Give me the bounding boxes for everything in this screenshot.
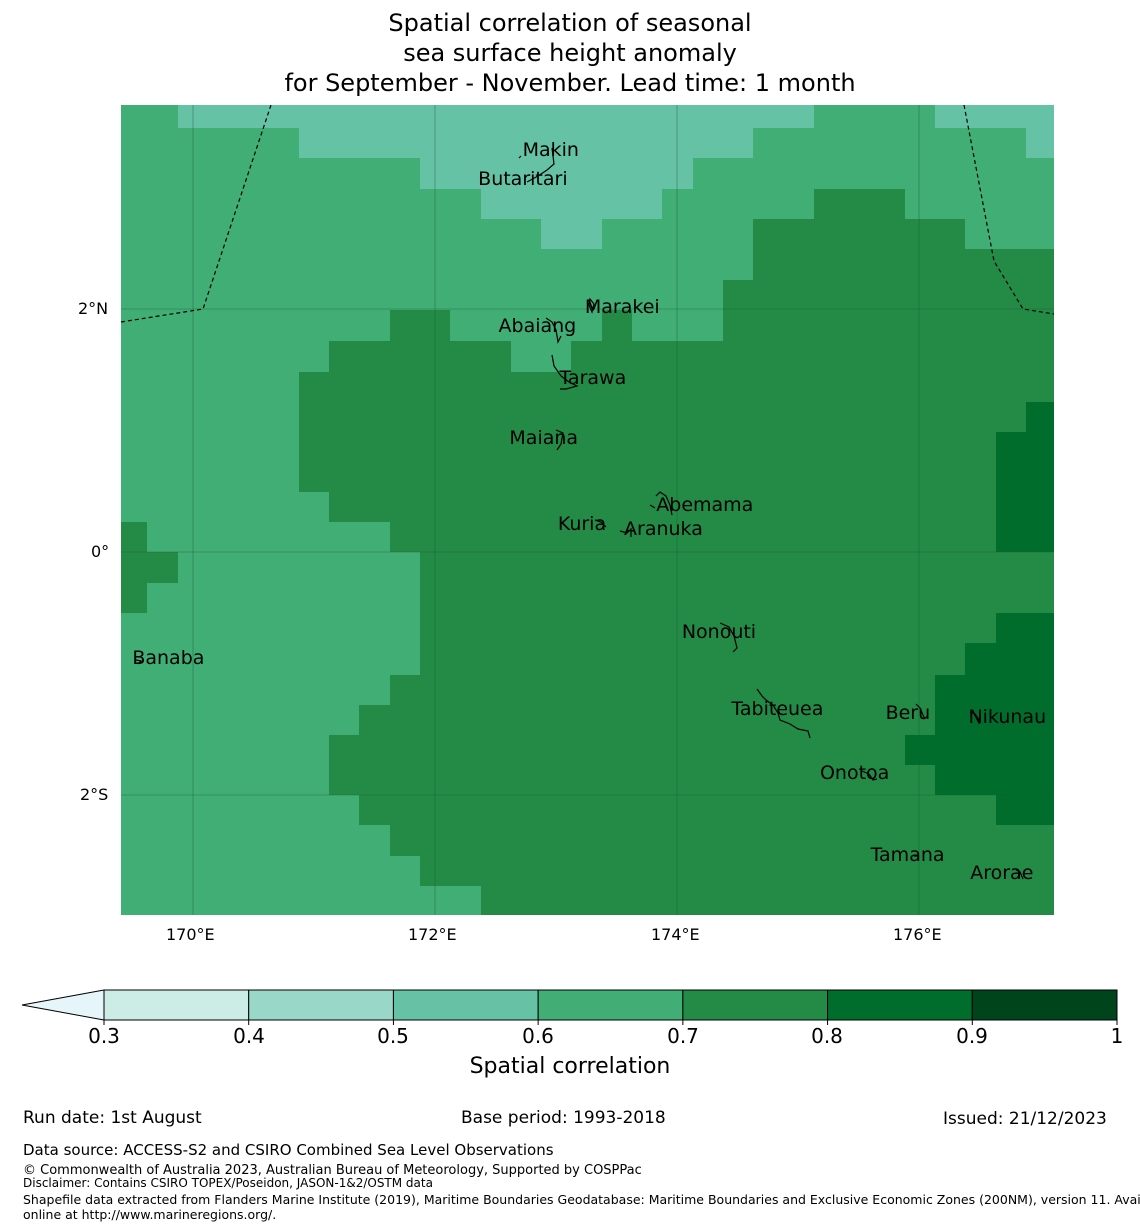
grid-region-5 bbox=[121, 522, 178, 613]
lat-label-2n: 2°N bbox=[78, 299, 109, 318]
colorbar-tick-1: 1 bbox=[1110, 1024, 1124, 1048]
base-period: Base period: 1993-2018 bbox=[461, 1108, 666, 1128]
island-label-onotoa: Onotoa bbox=[819, 762, 890, 785]
island-outline-2 bbox=[588, 297, 595, 314]
eez-boundary-west bbox=[120, 104, 272, 323]
colorbar-swatch-0 bbox=[103, 989, 250, 1021]
island-label-arorae: Arorae bbox=[970, 861, 1034, 884]
colorbar-swatch-6 bbox=[971, 989, 1118, 1021]
island-outlines bbox=[135, 147, 1024, 880]
lat-label-2s: 2°S bbox=[80, 785, 109, 804]
lon-label-174: 174°E bbox=[651, 925, 700, 944]
island-label-abemama: Abemama bbox=[656, 493, 754, 516]
colorbar-swatch-1 bbox=[248, 989, 394, 1021]
chart-title: Spatial correlation of seasonal sea surf… bbox=[0, 8, 1140, 98]
island-outline-6 bbox=[649, 504, 656, 509]
run-date: Run date: 1st August bbox=[23, 1108, 202, 1128]
colorbar-tick-0.3: 0.3 bbox=[88, 1024, 120, 1048]
data-source: Data source: ACCESS-S2 and CSIRO Combine… bbox=[23, 1141, 554, 1159]
shapefile-credit-line-2: online at http://www.marineregions.org/. bbox=[23, 1207, 277, 1222]
island-label-nonouti: Nonouti bbox=[681, 621, 757, 644]
colorbar bbox=[21, 989, 1118, 1025]
colorbar-tick-0.9: 0.9 bbox=[956, 1024, 988, 1048]
disclaimer: Disclaimer: Contains CSIRO TOPEX/Poseido… bbox=[23, 1176, 433, 1190]
island-label-nikunau: Nikunau bbox=[968, 706, 1047, 729]
eez-boundary-east bbox=[963, 104, 1055, 315]
issued-date: Issued: 21/12/2023 bbox=[943, 1109, 1107, 1129]
colorbar-tick-0.8: 0.8 bbox=[811, 1024, 843, 1048]
island-outline-15 bbox=[861, 770, 878, 781]
island-outline-10 bbox=[719, 622, 738, 653]
correlation-grid bbox=[121, 105, 1054, 915]
island-label-tabiteuea: Tabiteuea bbox=[731, 697, 824, 720]
island-label-aranuka: Aranuka bbox=[624, 518, 703, 541]
graticule bbox=[121, 105, 1054, 915]
colorbar-tick-0.5: 0.5 bbox=[377, 1024, 409, 1048]
island-outline-0 bbox=[518, 155, 522, 159]
shapefile-credit-line-1: Shapefile data extracted from Flanders M… bbox=[23, 1192, 1140, 1207]
island-label-kuria: Kuria bbox=[557, 513, 607, 536]
island-outline-3 bbox=[545, 317, 562, 344]
island-outline-17 bbox=[1015, 869, 1024, 880]
island-label-butaritari: Butaritari bbox=[478, 168, 568, 191]
island-label-tarawa: Tarawa bbox=[559, 367, 627, 390]
title-line-1: Spatial correlation of seasonal bbox=[388, 9, 752, 37]
grid-region-1 bbox=[935, 105, 1054, 158]
island-label-beru: Beru bbox=[885, 701, 931, 724]
colorbar-tick-0.7: 0.7 bbox=[667, 1024, 699, 1048]
colorbar-tick-0.4: 0.4 bbox=[233, 1024, 265, 1048]
island-outline-14 bbox=[969, 711, 981, 725]
island-outline-7 bbox=[655, 491, 673, 516]
colorbar-swatch-4 bbox=[682, 989, 829, 1021]
island-outline-11 bbox=[135, 659, 143, 665]
island-label-banaba: Banaba bbox=[132, 646, 205, 669]
colorbar-under-arrow bbox=[21, 989, 105, 1021]
lat-label-0: 0° bbox=[91, 542, 110, 561]
lon-label-172: 172°E bbox=[408, 925, 457, 944]
grid-region-4 bbox=[905, 613, 1054, 825]
title-line-2: sea surface height anomaly bbox=[403, 39, 737, 67]
island-label-makin: Makin bbox=[522, 139, 579, 162]
island-label-abaiang: Abaiang bbox=[498, 315, 577, 338]
copyright: © Commonwealth of Australia 2023, Austra… bbox=[23, 1163, 642, 1178]
island-outline-9 bbox=[619, 527, 632, 537]
island-outline-12 bbox=[756, 688, 811, 739]
island-label-maiana: Maiana bbox=[509, 427, 579, 449]
colorbar-swatch-2 bbox=[392, 989, 539, 1021]
eez-boundary bbox=[120, 104, 1055, 323]
island-outline-13 bbox=[915, 703, 926, 720]
colorbar-swatch-3 bbox=[537, 989, 684, 1021]
colorbar-tick-0.6: 0.6 bbox=[522, 1024, 554, 1048]
grid-region-3 bbox=[996, 402, 1054, 552]
island-outline-8 bbox=[594, 519, 607, 528]
island-label-marakei: Marakei bbox=[584, 295, 660, 318]
island-label-tamana: Tamana bbox=[870, 843, 945, 866]
lon-label-170: 170°E bbox=[166, 925, 215, 944]
island-outline-4 bbox=[551, 354, 579, 390]
title-line-3: for September - November. Lead time: 1 m… bbox=[284, 69, 856, 97]
island-outline-1 bbox=[526, 147, 555, 183]
grid-region-0 bbox=[178, 105, 814, 249]
lon-label-176: 176°E bbox=[893, 925, 942, 944]
colorbar-label: Spatial correlation bbox=[469, 1054, 671, 1079]
colorbar-swatch-5 bbox=[827, 989, 973, 1021]
island-outline-5 bbox=[555, 429, 564, 451]
